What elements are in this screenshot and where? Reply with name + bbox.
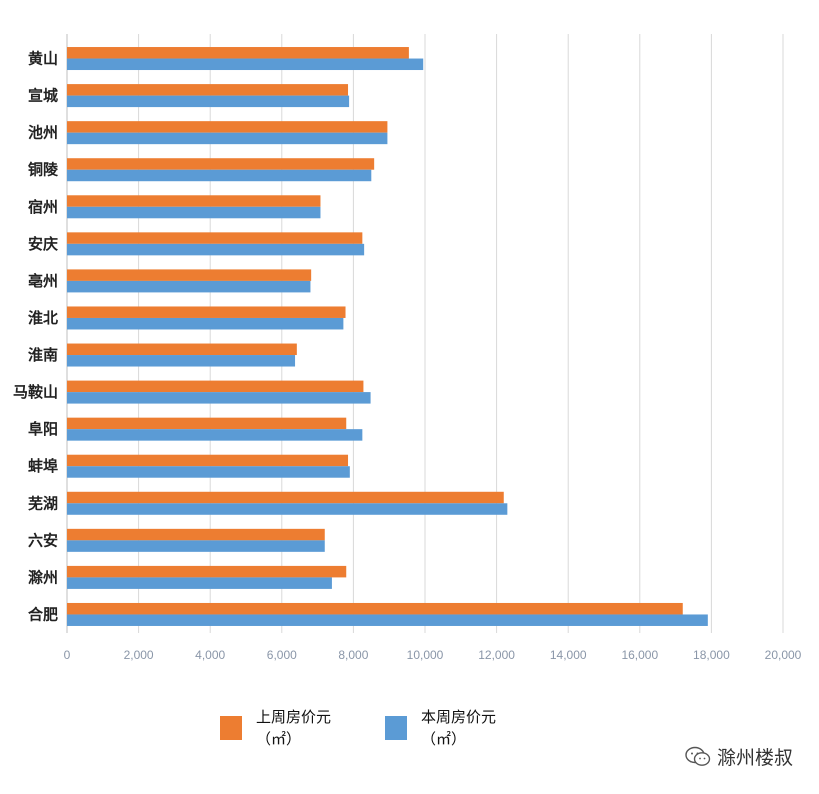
- category-label: 黄山: [28, 50, 58, 68]
- bar-prev-week: [67, 158, 375, 170]
- tick-labels: 0 2,000 4,000 6,000 8,000 10,000 12,000 14,000 1…: [64, 648, 802, 662]
- bar-prev-week: [67, 343, 297, 356]
- category-label: 宿州: [28, 198, 58, 216]
- bar-this-week: [67, 503, 508, 515]
- legend-label-prev: 上周房价元（㎡）: [256, 708, 332, 748]
- bar-this-week: [67, 317, 344, 330]
- bar-this-week: [67, 58, 424, 71]
- x-tick-label: 10,000: [407, 648, 444, 662]
- x-tick-label: 16,000: [621, 648, 658, 662]
- wechat-icon: [685, 746, 711, 766]
- category-label: 蚌埠: [28, 457, 58, 475]
- bar-this-week: [67, 577, 332, 589]
- category-label: 池州: [28, 124, 58, 142]
- category-label: 淮北: [28, 309, 58, 327]
- x-tick-label: 12,000: [478, 648, 515, 662]
- x-tick-label: 6,000: [267, 648, 297, 662]
- bar-this-week: [67, 280, 311, 293]
- bar-this-week: [67, 243, 365, 256]
- category-label: 六安: [28, 531, 58, 549]
- legend-item-prev: 上周房价元（㎡）: [220, 706, 338, 750]
- category-label: 合肥: [27, 605, 58, 623]
- category-label: 铜陵: [28, 161, 59, 179]
- bar-prev-week: [67, 269, 312, 281]
- bar-this-week: [67, 206, 321, 219]
- bar-prev-week: [67, 417, 347, 430]
- category-label: 亳州: [28, 272, 58, 290]
- legend-item-curr: 本周房价元（㎡）: [385, 706, 503, 750]
- bar-prev-week: [67, 491, 504, 504]
- category-label: 宣城: [28, 87, 58, 105]
- bar-this-week: [67, 355, 296, 367]
- bar-this-week: [67, 132, 388, 145]
- bar-this-week: [67, 429, 363, 441]
- bar-this-week: [67, 466, 350, 478]
- x-tick-label: 2,000: [124, 648, 154, 662]
- x-tick-label: 20,000: [765, 648, 802, 662]
- x-tick-label: 18,000: [693, 648, 730, 662]
- bar-prev-week: [67, 84, 349, 96]
- legend-swatch-prev: [220, 716, 242, 740]
- category-label: 马鞍山: [13, 383, 58, 401]
- category-label: 滁州: [28, 568, 58, 586]
- bar-this-week: [67, 169, 372, 182]
- x-tick-label: 4,000: [195, 648, 225, 662]
- bar-this-week: [67, 540, 325, 552]
- x-tick-label: 0: [64, 648, 71, 662]
- category-label: 芜湖: [28, 494, 58, 512]
- category-label: 安庆: [28, 235, 58, 253]
- bar-prev-week: [67, 306, 346, 318]
- account-watermark: 滁州楼叔: [685, 743, 793, 770]
- bar-prev-week: [67, 528, 325, 541]
- bar-prev-week: [67, 195, 321, 207]
- watermark-text: 滁州楼叔: [716, 747, 793, 769]
- bar-this-week: [67, 614, 708, 626]
- category-label: 阜阳: [28, 420, 58, 438]
- bars-group: [67, 47, 708, 626]
- bar-prev-week: [67, 602, 683, 615]
- bar-prev-week: [67, 121, 388, 133]
- bar-prev-week: [67, 565, 347, 578]
- legend: 上周房价元（㎡） 本周房价元（㎡）: [0, 706, 819, 756]
- category-label: 淮南: [28, 346, 58, 364]
- legend-swatch-curr: [385, 716, 407, 740]
- bar-prev-week: [67, 232, 363, 244]
- bar-this-week: [67, 392, 371, 404]
- bar-prev-week: [67, 380, 364, 393]
- x-tick-label: 14,000: [550, 648, 587, 662]
- bar-prev-week: [67, 454, 349, 467]
- bar-this-week: [67, 95, 350, 108]
- legend-label-curr: 本周房价元（㎡）: [421, 708, 497, 748]
- bar-prev-week: [67, 47, 409, 59]
- x-tick-label: 8,000: [338, 648, 368, 662]
